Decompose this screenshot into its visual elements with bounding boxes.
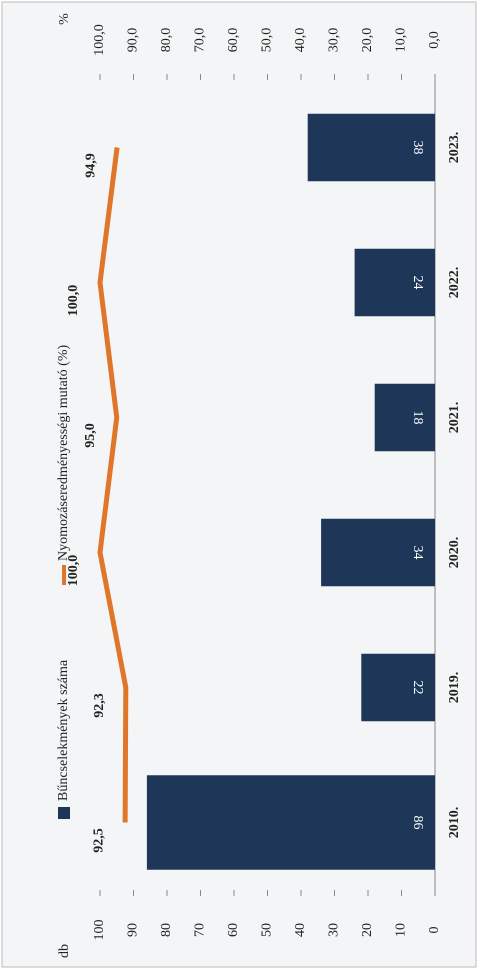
bar	[321, 518, 436, 587]
y2-tick-label: 90,0	[126, 28, 141, 53]
y-tick-label: 30	[327, 923, 342, 937]
line	[97, 147, 129, 823]
bar	[374, 383, 436, 452]
x-tick-label: 2020.	[447, 537, 462, 569]
x-tick-label: 2019.	[447, 672, 462, 704]
line-value-label: 95,0	[83, 423, 98, 448]
y2-tick-label: 60,0	[226, 28, 241, 53]
y2-tick-label: 0,0	[427, 31, 442, 49]
y-tick-label: 10	[394, 923, 409, 937]
legend-label: Nyomozáseredményességi mutató (%)	[56, 345, 71, 561]
rotated-chart: db% 0 10 20 30 40 50 60 70 80 90 100 0,0 10,0 20,0 30,0…	[56, 13, 462, 958]
bar-value-label: 24	[410, 276, 425, 290]
bar	[146, 775, 435, 870]
y2-axis-title: %	[57, 13, 72, 25]
y2-tick-label: 80,0	[159, 28, 174, 53]
bar-value-label: 38	[410, 141, 425, 155]
y-tick-label: 80	[159, 923, 174, 937]
line-value-label: 92,5	[91, 828, 106, 853]
y2-tick-label: 10,0	[394, 28, 409, 53]
x-tick-label: 2021.	[447, 402, 462, 434]
bar	[361, 653, 435, 722]
y2-tick-label: 30,0	[327, 28, 342, 53]
y-tick-label: 50	[260, 923, 275, 937]
x-tick-label: 2023.	[447, 132, 462, 164]
bar-value-label: 34	[410, 546, 425, 560]
line-value-label: 94,9	[83, 153, 98, 178]
bar-value-label: 22	[410, 681, 425, 695]
bar	[307, 113, 436, 182]
x-tick-label: 2022.	[447, 267, 462, 299]
y-tick-label: 40	[293, 923, 308, 937]
y-axis-title: db	[57, 944, 72, 958]
bar-value-label: 86	[410, 816, 425, 830]
y2-tick-label: 70,0	[193, 28, 208, 53]
y-tick-label: 60	[226, 923, 241, 937]
y-tick-label: 20	[360, 923, 375, 937]
line-value-label: 92,3	[92, 693, 107, 718]
legend-swatch	[58, 807, 70, 819]
y-tick-label: 100	[92, 920, 107, 941]
y-tick-label: 0	[427, 927, 442, 934]
x-tick-label: 2010.	[447, 807, 462, 839]
bar-value-label: 18	[410, 411, 425, 425]
line-value-label: 100,0	[66, 555, 81, 587]
line-value-label: 100,0	[66, 285, 81, 317]
y2-tick-label: 100,0	[92, 24, 107, 56]
y2-tick-label: 50,0	[260, 28, 275, 53]
bar	[354, 248, 436, 317]
y2-tick-label: 20,0	[360, 28, 375, 53]
y-tick-label: 90	[126, 923, 141, 937]
y-tick-label: 70	[193, 923, 208, 937]
y2-tick-label: 40,0	[293, 28, 308, 53]
legend-label: Bűncselekmények száma	[56, 659, 71, 801]
